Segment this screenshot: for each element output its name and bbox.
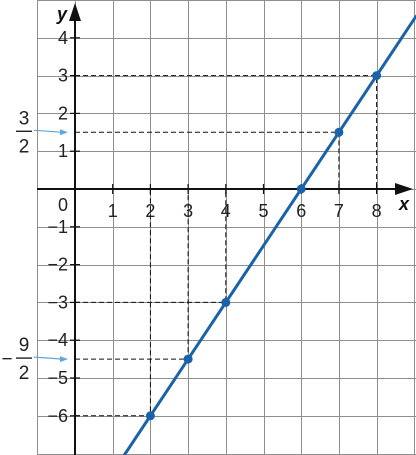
y-tick-label: 1 <box>58 141 68 161</box>
function-line <box>122 14 416 455</box>
y-tick-label: −4 <box>47 330 68 350</box>
y-tick-label: 4 <box>58 28 68 48</box>
x-tick-label: 5 <box>258 201 268 221</box>
data-point <box>183 354 193 364</box>
data-point <box>334 127 344 137</box>
annotation-pointer-head <box>60 129 68 136</box>
axes <box>37 3 413 455</box>
y-tick-label: 2 <box>58 103 68 123</box>
y-tick-label: −5 <box>47 368 68 388</box>
x-tick-label: 4 <box>221 201 231 221</box>
origin-label: 0 <box>58 195 68 215</box>
data-point <box>372 71 382 81</box>
tick-labels: 1 2 3 4 5 6 7 8 0 4 3 2 1 −1 −2 −3 −4 −5 −6 x y <box>47 4 410 426</box>
x-tick-label: 8 <box>372 201 382 221</box>
y-axis-arrow <box>69 3 81 21</box>
annotation-numerator: 3 <box>19 108 30 129</box>
guide-line <box>75 189 227 303</box>
y-tick-label: −1 <box>47 217 68 237</box>
data-point <box>296 184 306 194</box>
y-tick-label: −2 <box>47 255 68 275</box>
data-point <box>145 411 155 421</box>
y-tick-label: −6 <box>47 406 68 426</box>
y-axis-label: y <box>56 4 68 24</box>
x-axis-arrow <box>395 183 413 195</box>
annotation-sign: − <box>1 349 12 370</box>
guide-line <box>75 75 378 189</box>
annotation-denominator: 2 <box>19 363 30 384</box>
annotation-denominator: 2 <box>19 136 30 157</box>
x-axis-label: x <box>398 194 410 214</box>
x-tick-label: 6 <box>296 201 306 221</box>
annotation-numerator: 9 <box>19 335 30 356</box>
x-tick-label: 3 <box>183 201 193 221</box>
x-tick-label: 7 <box>334 201 344 221</box>
y-tick-label: −3 <box>47 292 68 312</box>
x-tick-label: 1 <box>108 201 118 221</box>
annotation-pointer <box>33 129 63 133</box>
data-point <box>221 297 231 307</box>
function-line-group <box>122 14 416 455</box>
y-tick-label: 3 <box>58 66 68 86</box>
x-tick-label: 2 <box>145 201 155 221</box>
annotation-pointer-head <box>60 356 68 363</box>
annotation-pointer <box>33 356 63 360</box>
